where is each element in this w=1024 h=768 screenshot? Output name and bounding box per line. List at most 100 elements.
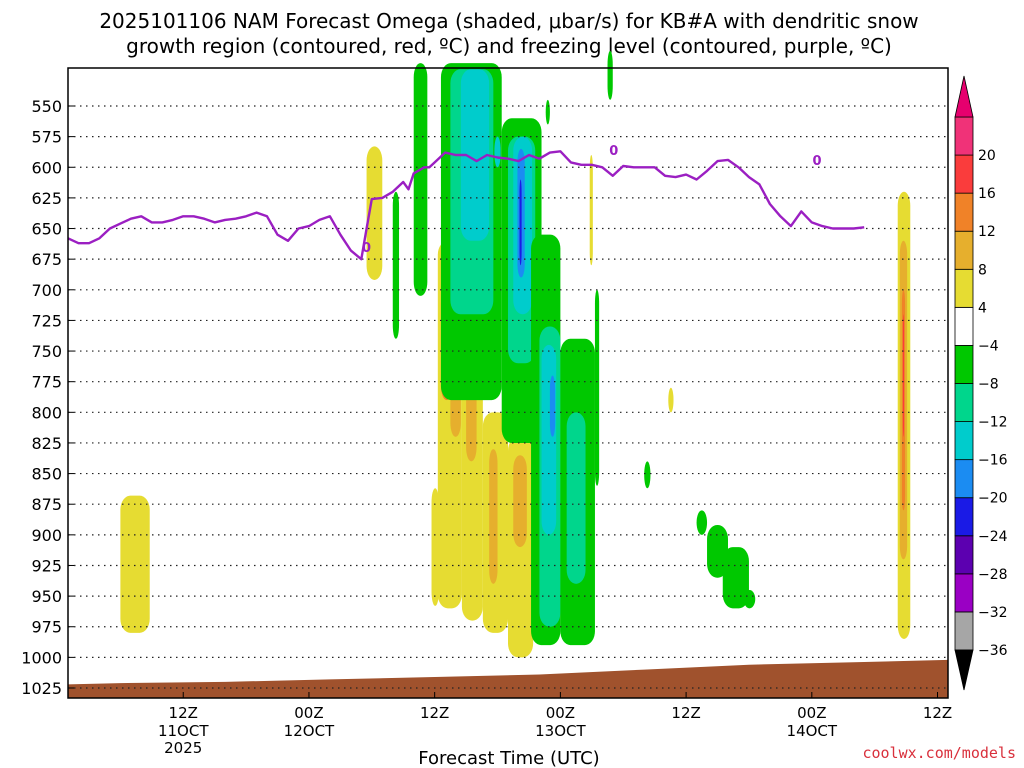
omega-cell-12 [489,449,498,584]
freezing-level-layer: 0 0 0 [67,144,865,261]
freezing-level-label-0: 0 [362,241,371,256]
xtick-sublabel-0-0: 11OCT [158,722,209,740]
omega-cell-32 [545,99,550,125]
omega-cell-0 [120,495,150,633]
omega-cell-35 [644,461,651,489]
ytick-label-825: 825 [31,434,62,453]
ytick-label-675: 675 [31,250,62,269]
terrain-fill [68,659,948,698]
ytick-label-975: 975 [31,618,62,637]
colorbar-box-10 [954,230,974,270]
chart-title-line-1: 2025101106 NAM Forecast Omega (shaded, μ… [99,9,918,33]
ytick-label-850: 850 [31,465,62,484]
colorbar-extend-high [954,75,974,118]
omega-cell-3 [413,63,428,296]
omega-cell-14 [513,455,527,548]
xtick-label-1: 00Z [294,704,323,722]
ytick-label-800: 800 [31,403,62,422]
colorbar-label-5: −16 [978,453,1008,469]
colorbar-label-3: −24 [978,529,1008,545]
credit-text: coolwx.com/models [862,744,1016,762]
freezing-level-line [67,150,865,261]
omega-cell-29 [589,155,593,266]
omega-cell-28 [566,412,586,584]
freezing-level-label-2: 0 [813,154,822,169]
omega-cell-4 [431,488,439,606]
colorbar-box-8 [954,306,974,346]
ytick-label-875: 875 [31,495,62,514]
colorbar-label-7: −8 [978,377,999,393]
colorbar-label-6: −12 [978,415,1008,431]
colorbar-label-9: 4 [978,300,987,316]
colorbar-box-11 [954,192,974,232]
colorbar-label-8: −4 [978,338,999,354]
ytick-label-775: 775 [31,373,62,392]
colorbar-label-0: −36 [978,643,1008,659]
colorbar-box-12 [954,154,974,194]
colorbar-box-3 [954,497,974,537]
omega-cell-23 [519,179,522,266]
xtick-sublabel-3-0: 13OCT [535,722,586,740]
ytick-label-925: 925 [31,556,62,575]
colorbar-box-4 [954,459,974,499]
colorbar-box-6 [954,383,974,422]
colorbar-label-2: −28 [978,567,1008,583]
omega-cell-1 [366,146,383,280]
xtick-sublabel-5-0: 14OCT [787,722,838,740]
colorbar-box-9 [954,268,974,308]
ytick-label-725: 725 [31,311,62,330]
omega-cell-26 [541,344,557,535]
freezing-level-label-1: 0 [609,144,618,159]
xtick-label-5: 00Z [797,704,826,722]
colorbar-label-13: 20 [978,148,996,164]
colorbar: −36 −32 −28 −24 −20 −16 −12 −8 −4 4 8 12 16 20 [954,75,1008,691]
xtick-sublabel-0-1: 2025 [164,739,202,757]
omega-cell-43 [902,314,904,437]
y-axis-ticks: 550 575 600 625 650 675 700 725 750 775 800 825 850 8… [21,97,74,698]
colorbar-box-13 [954,116,974,156]
omega-cell-38 [722,547,749,609]
colorbar-label-4: −20 [978,491,1008,507]
ytick-label-1000: 1000 [21,648,62,667]
ytick-label-750: 750 [31,342,62,361]
omega-shading-layer [120,50,911,658]
terrain-layer [68,659,948,698]
chart-title-line-2: growth region (contoured, red, ºC) and f… [126,34,892,58]
colorbar-label-1: −32 [978,605,1008,621]
colorbar-label-11: 12 [978,224,996,240]
omega-cell-39 [743,589,756,609]
omega-cell-36 [696,510,708,535]
colorbar-label-10: 8 [978,262,987,278]
colorbar-box-7 [954,345,974,384]
xtick-label-0: 12Z [169,704,198,722]
ytick-label-625: 625 [31,189,62,208]
colorbar-box-1 [954,573,974,613]
pressure-gridlines [68,105,948,689]
xtick-label-4: 12Z [671,704,700,722]
ytick-label-600: 600 [31,158,62,177]
colorbar-extend-low [954,649,974,691]
omega-cell-34 [668,387,674,413]
xtick-label-2: 12Z [420,704,449,722]
colorbar-box-0 [954,611,974,651]
colorbar-box-5 [954,421,974,461]
ytick-label-1025: 1025 [21,679,62,698]
colorbar-label-12: 16 [978,186,996,202]
omega-cell-30 [594,289,600,486]
xtick-label-6: 12Z [923,704,952,722]
colorbar-box-2 [954,535,974,575]
ytick-label-650: 650 [31,220,62,239]
ytick-label-575: 575 [31,128,62,147]
omega-cell-18 [494,136,501,168]
ytick-label-700: 700 [31,281,62,300]
plot-frame [67,67,949,699]
xtick-label-3: 00Z [546,704,575,722]
omega-cell-33 [607,50,613,100]
omega-cell-2 [392,191,400,339]
ytick-label-950: 950 [31,587,62,606]
xtick-sublabel-1-0: 12OCT [284,722,335,740]
omega-cell-31 [549,375,556,437]
ytick-label-550: 550 [31,97,62,116]
